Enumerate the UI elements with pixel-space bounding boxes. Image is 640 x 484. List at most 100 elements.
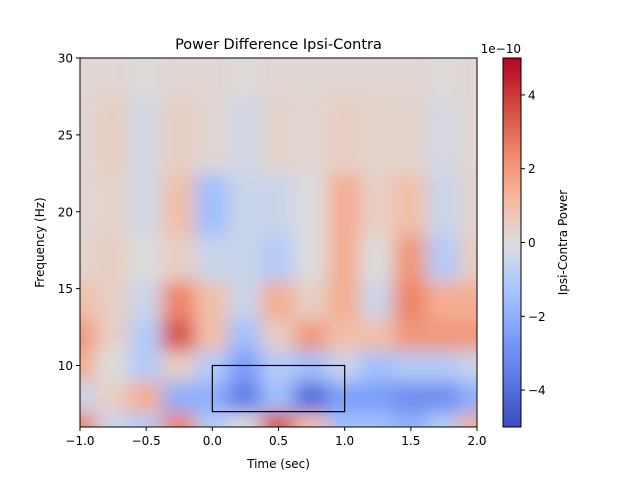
heatmap-cell (459, 318, 477, 352)
heatmap-cell (393, 58, 429, 98)
heatmap-cell (260, 233, 297, 282)
heatmap-cell (360, 318, 396, 352)
heatmap-cell (294, 410, 330, 427)
heatmap-cell (227, 410, 263, 427)
heatmap-cell (260, 379, 297, 413)
heatmap-cell (393, 95, 429, 175)
heatmap-cell (426, 349, 462, 382)
heatmap-cell (294, 379, 330, 413)
heatmap-cell (227, 58, 263, 98)
heatmap-cell (426, 379, 462, 413)
colorbar-tick-label: −2 (528, 310, 546, 324)
heatmap-cell (294, 233, 330, 282)
heatmap-cell (128, 172, 164, 236)
x-tick-label: 1.5 (401, 434, 420, 448)
heatmap-cell (161, 318, 197, 352)
heatmap-cell (227, 172, 263, 236)
colorbar-tick-label: 2 (528, 162, 536, 176)
heatmap-cell (80, 279, 98, 321)
heatmap-cell (227, 233, 263, 282)
heatmap-cell (95, 410, 131, 427)
y-axis-label: Frequency (Hz) (33, 197, 47, 288)
heatmap-cell (459, 58, 477, 98)
heatmap-cell (161, 58, 197, 98)
heatmap-cell (194, 279, 230, 321)
heatmap-cell (161, 95, 197, 175)
heatmap-cell (327, 279, 363, 321)
heatmap-cell (95, 279, 131, 321)
heatmap-cell (393, 410, 429, 427)
heatmap-cell (393, 172, 429, 236)
heatmap-cell (194, 172, 230, 236)
heatmap-cell (194, 233, 230, 282)
heatmap-cell (194, 95, 230, 175)
y-tick-label: 30 (58, 52, 73, 66)
heatmap-cell (360, 233, 396, 282)
heatmap-cell (327, 95, 363, 175)
colorbar-label: Ipsi-Contra Power (556, 190, 570, 296)
heatmap-cell (161, 172, 197, 236)
x-tick-label: 0.0 (203, 434, 222, 448)
heatmap-cell (393, 349, 429, 382)
heatmap-cell (294, 172, 330, 236)
heatmap-cell (327, 233, 363, 282)
heatmap-cell (80, 58, 98, 98)
heatmap-cell (294, 95, 330, 175)
heatmap-cell (360, 410, 396, 427)
heatmap-cell (194, 410, 230, 427)
heatmap-cell (227, 95, 263, 175)
heatmap-cell (95, 318, 131, 352)
heatmap-cell (161, 349, 197, 382)
colorbar-offset-text: 1e−10 (481, 42, 521, 56)
heatmap-cell (80, 95, 98, 175)
heatmap-cell (327, 318, 363, 352)
heatmap-cell (80, 233, 98, 282)
colorbar-tick-label: 4 (528, 88, 536, 102)
heatmap-cell (459, 233, 477, 282)
heatmap-cell (161, 379, 197, 413)
heatmap-cell (161, 233, 197, 282)
heatmap-cell (426, 318, 462, 352)
heatmap-cell (128, 95, 164, 175)
heatmap-cell (128, 279, 164, 321)
heatmap-cell (327, 410, 363, 427)
heatmap-cell (128, 349, 164, 382)
heatmap-cell (128, 318, 164, 352)
heatmap-cell (260, 318, 297, 352)
heatmap-cell (95, 172, 131, 236)
heatmap-cell (260, 279, 297, 321)
heatmap-cell (260, 95, 297, 175)
heatmap-cell (327, 58, 363, 98)
heatmap-cell (80, 349, 98, 382)
heatmap-cell (360, 279, 396, 321)
heatmap-cell (393, 233, 429, 282)
heatmap-cell (95, 58, 131, 98)
heatmap-cell (459, 410, 477, 427)
heatmap-cell (426, 95, 462, 175)
heatmap-cell (327, 172, 363, 236)
heatmap-cell (360, 172, 396, 236)
heatmap-cell (360, 349, 396, 382)
heatmap-cell (459, 172, 477, 236)
heatmap-cell (426, 58, 462, 98)
highlight-rectangle (211, 364, 346, 413)
heatmap-cell (459, 279, 477, 321)
colorbar-tick-label: 0 (528, 236, 536, 250)
x-tick-label: 1.0 (335, 434, 354, 448)
heatmap-cell (459, 379, 477, 413)
heatmap-cell (426, 279, 462, 321)
heatmap-cell (294, 279, 330, 321)
heatmap-cell (393, 379, 429, 413)
heatmap-cell (95, 349, 131, 382)
heatmap-cell (459, 349, 477, 382)
heatmap-cell (260, 58, 297, 98)
x-tick-label: 0.5 (269, 434, 288, 448)
heatmap-cell (128, 233, 164, 282)
heatmap-cell (194, 318, 230, 352)
x-axis-label: Time (sec) (246, 457, 310, 471)
colorbar (502, 57, 522, 428)
heatmap-cell (80, 318, 98, 352)
heatmap-cell (80, 410, 98, 427)
heatmap-cell (260, 172, 297, 236)
heatmap-cell (393, 318, 429, 352)
